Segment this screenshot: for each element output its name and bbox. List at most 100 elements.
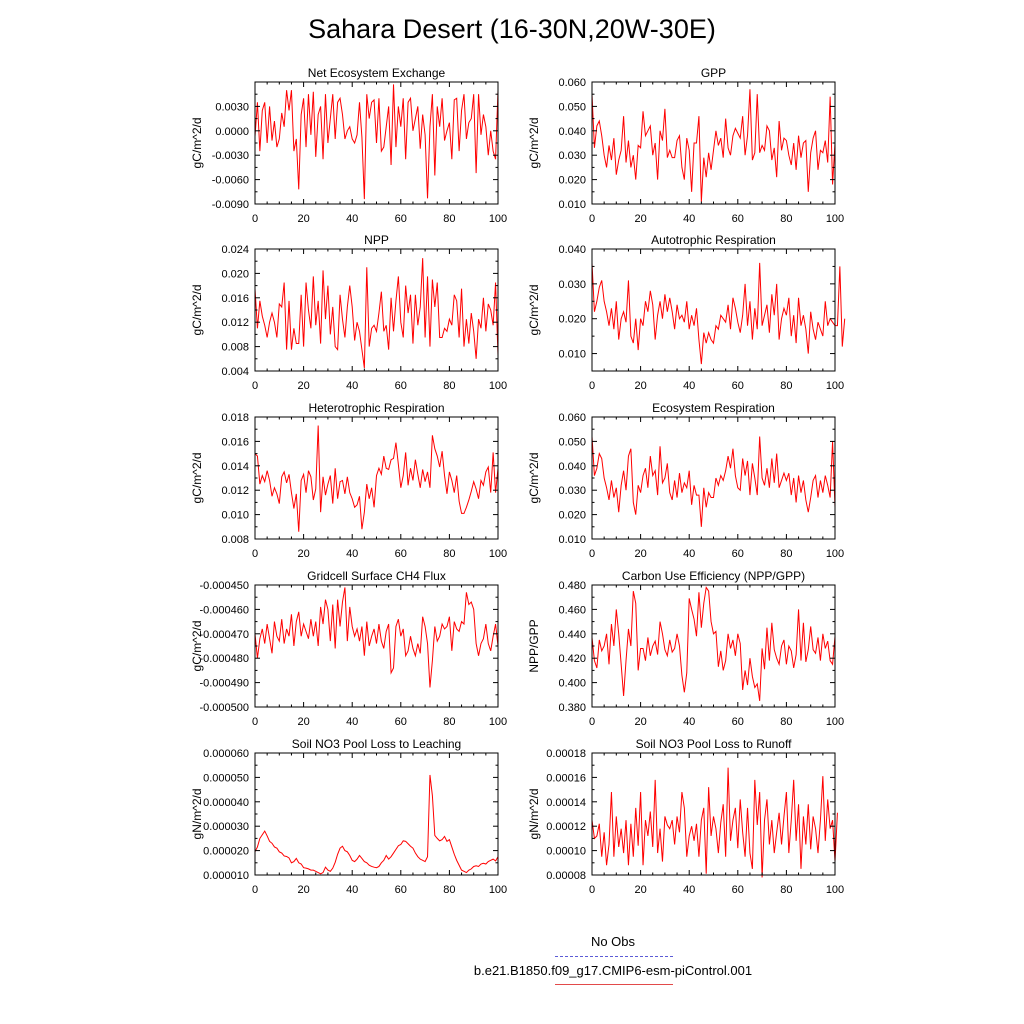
x-tick-label: 0 bbox=[589, 548, 595, 560]
x-tick-label: 20 bbox=[634, 213, 646, 225]
y-axis-label: gC/m^2/d bbox=[190, 118, 204, 169]
chart-soil-no3-pool-loss-to-leaching: Soil NO3 Pool Loss to Leaching gN/m^2/d 0 2… bbox=[190, 737, 507, 896]
legend-label-no-obs: No Obs bbox=[590, 934, 636, 949]
x-tick-label: 100 bbox=[489, 716, 507, 728]
x-tick-label: 80 bbox=[780, 884, 792, 896]
y-axis-label: gC/m^2/d bbox=[527, 118, 541, 169]
x-tick-label: 0 bbox=[252, 548, 258, 560]
y-tick-label: 0.00008 bbox=[546, 870, 586, 882]
x-tick-label: 100 bbox=[489, 380, 507, 392]
x-tick-label: 100 bbox=[826, 213, 844, 225]
x-tick-label: 0 bbox=[589, 380, 595, 392]
plot-frame bbox=[254, 752, 499, 876]
y-tick-label: 0.016 bbox=[221, 293, 249, 305]
y-tick-label: 0.024 bbox=[221, 244, 249, 256]
chart-title: GPP bbox=[701, 66, 726, 80]
chart-title: Ecosystem Respiration bbox=[652, 401, 775, 415]
y-tick-label: -0.000480 bbox=[199, 653, 249, 665]
y-axis-label: gC/m^2/d bbox=[527, 285, 541, 336]
x-tick-label: 80 bbox=[780, 716, 792, 728]
x-tick-label: 40 bbox=[346, 548, 358, 560]
plot-frame bbox=[254, 248, 499, 372]
y-axis-label: gN/m^2/d bbox=[527, 789, 541, 840]
y-tick-label: 0.480 bbox=[558, 580, 586, 592]
y-tick-label: 0.00012 bbox=[546, 821, 586, 833]
chart-soil-no3-pool-loss-to-runoff: Soil NO3 Pool Loss to Runoff gN/m^2/d 0 20 4… bbox=[527, 737, 844, 896]
x-tick-label: 0 bbox=[252, 884, 258, 896]
chart-heterotrophic-respiration: Heterotrophic Respiration gC/m^2/d 0 20 40 60… bbox=[190, 401, 507, 560]
y-axis-label: gC/m^2/d bbox=[527, 453, 541, 504]
x-tick-label: 80 bbox=[780, 548, 792, 560]
chart-carbon-use-efficiency-npp-gpp: Carbon Use Efficiency (NPP/GPP) NPP/GPP 0 2… bbox=[527, 569, 844, 728]
data-line bbox=[591, 767, 838, 878]
data-line bbox=[254, 258, 499, 369]
plot-frame bbox=[254, 584, 499, 708]
x-tick-label: 80 bbox=[443, 213, 455, 225]
x-tick-label: 40 bbox=[683, 548, 695, 560]
y-tick-label: 0.008 bbox=[221, 534, 249, 546]
x-tick-label: 80 bbox=[780, 380, 792, 392]
y-tick-label: 0.400 bbox=[558, 678, 586, 690]
y-tick-label: 0.00018 bbox=[546, 748, 586, 760]
x-tick-label: 60 bbox=[732, 716, 744, 728]
x-tick-label: 80 bbox=[780, 213, 792, 225]
y-tick-label: 0.00014 bbox=[546, 797, 586, 809]
data-line bbox=[591, 262, 846, 365]
y-tick-label: 0.020 bbox=[558, 314, 586, 326]
x-tick-label: 0 bbox=[589, 716, 595, 728]
x-tick-label: 40 bbox=[683, 716, 695, 728]
data-line bbox=[591, 436, 836, 527]
y-tick-label: 0.000030 bbox=[203, 821, 249, 833]
chart-autotrophic-respiration: Autotrophic Respiration gC/m^2/d 0 20 40 60 80… bbox=[527, 233, 846, 392]
chart-title: Carbon Use Efficiency (NPP/GPP) bbox=[622, 569, 805, 583]
x-tick-label: 0 bbox=[252, 380, 258, 392]
chart-title: Gridcell Surface CH4 Flux bbox=[307, 569, 446, 583]
x-tick-label: 20 bbox=[297, 716, 309, 728]
page-title: Sahara Desert (16-30N,20W-30E) bbox=[308, 14, 716, 44]
y-tick-label: 0.060 bbox=[558, 77, 586, 89]
x-tick-label: 20 bbox=[297, 548, 309, 560]
plot-frame bbox=[591, 584, 836, 708]
x-tick-label: 80 bbox=[443, 380, 455, 392]
y-tick-label: 0.040 bbox=[558, 126, 586, 138]
x-tick-label: 40 bbox=[346, 380, 358, 392]
y-tick-label: 0.060 bbox=[558, 412, 586, 424]
chart-title: Heterotrophic Respiration bbox=[308, 401, 444, 415]
y-tick-label: 0.010 bbox=[558, 199, 586, 211]
x-tick-label: 100 bbox=[489, 884, 507, 896]
y-tick-label: 0.004 bbox=[221, 366, 249, 378]
y-axis-label: NPP/GPP bbox=[527, 619, 541, 672]
y-axis-label: gC/m^2/d bbox=[190, 621, 204, 672]
x-tick-label: 0 bbox=[589, 884, 595, 896]
y-tick-label: 0.020 bbox=[221, 268, 249, 280]
chart-npp: NPP gC/m^2/d 0 20 40 60 80 100 0.004 0.008 0.012 0.… bbox=[190, 233, 507, 392]
x-tick-label: 100 bbox=[489, 213, 507, 225]
x-tick-label: 60 bbox=[395, 548, 407, 560]
x-tick-label: 60 bbox=[395, 884, 407, 896]
legend-swatch-model-run bbox=[555, 984, 673, 985]
chart-gpp: GPP gC/m^2/d 0 20 40 60 80 100 0.010 0.020 0.030 0.… bbox=[527, 66, 844, 225]
x-tick-label: 20 bbox=[634, 716, 646, 728]
y-tick-label: 0.000040 bbox=[203, 797, 249, 809]
y-tick-label: 0.012 bbox=[221, 317, 249, 329]
x-tick-label: 20 bbox=[297, 884, 309, 896]
x-tick-label: 60 bbox=[732, 884, 744, 896]
y-tick-label: 0.020 bbox=[558, 510, 586, 522]
y-tick-label: 0.000020 bbox=[203, 846, 249, 858]
x-tick-label: 20 bbox=[297, 380, 309, 392]
y-tick-label: 0.030 bbox=[558, 150, 586, 162]
chart-title: Autotrophic Respiration bbox=[651, 233, 776, 247]
y-tick-label: 0.000010 bbox=[203, 870, 249, 882]
x-tick-label: 100 bbox=[826, 380, 844, 392]
x-tick-label: 40 bbox=[683, 213, 695, 225]
y-tick-label: 0.00016 bbox=[546, 772, 586, 784]
chart-title: Soil NO3 Pool Loss to Leaching bbox=[292, 737, 461, 751]
x-tick-label: 80 bbox=[443, 884, 455, 896]
y-axis-label: gN/m^2/d bbox=[190, 789, 204, 840]
y-axis-label: gC/m^2/d bbox=[190, 285, 204, 336]
y-tick-label: 0.00010 bbox=[546, 846, 586, 858]
y-tick-label: -0.0090 bbox=[212, 199, 249, 211]
y-tick-label: 0.050 bbox=[558, 101, 586, 113]
x-tick-label: 0 bbox=[252, 716, 258, 728]
x-tick-label: 100 bbox=[826, 716, 844, 728]
